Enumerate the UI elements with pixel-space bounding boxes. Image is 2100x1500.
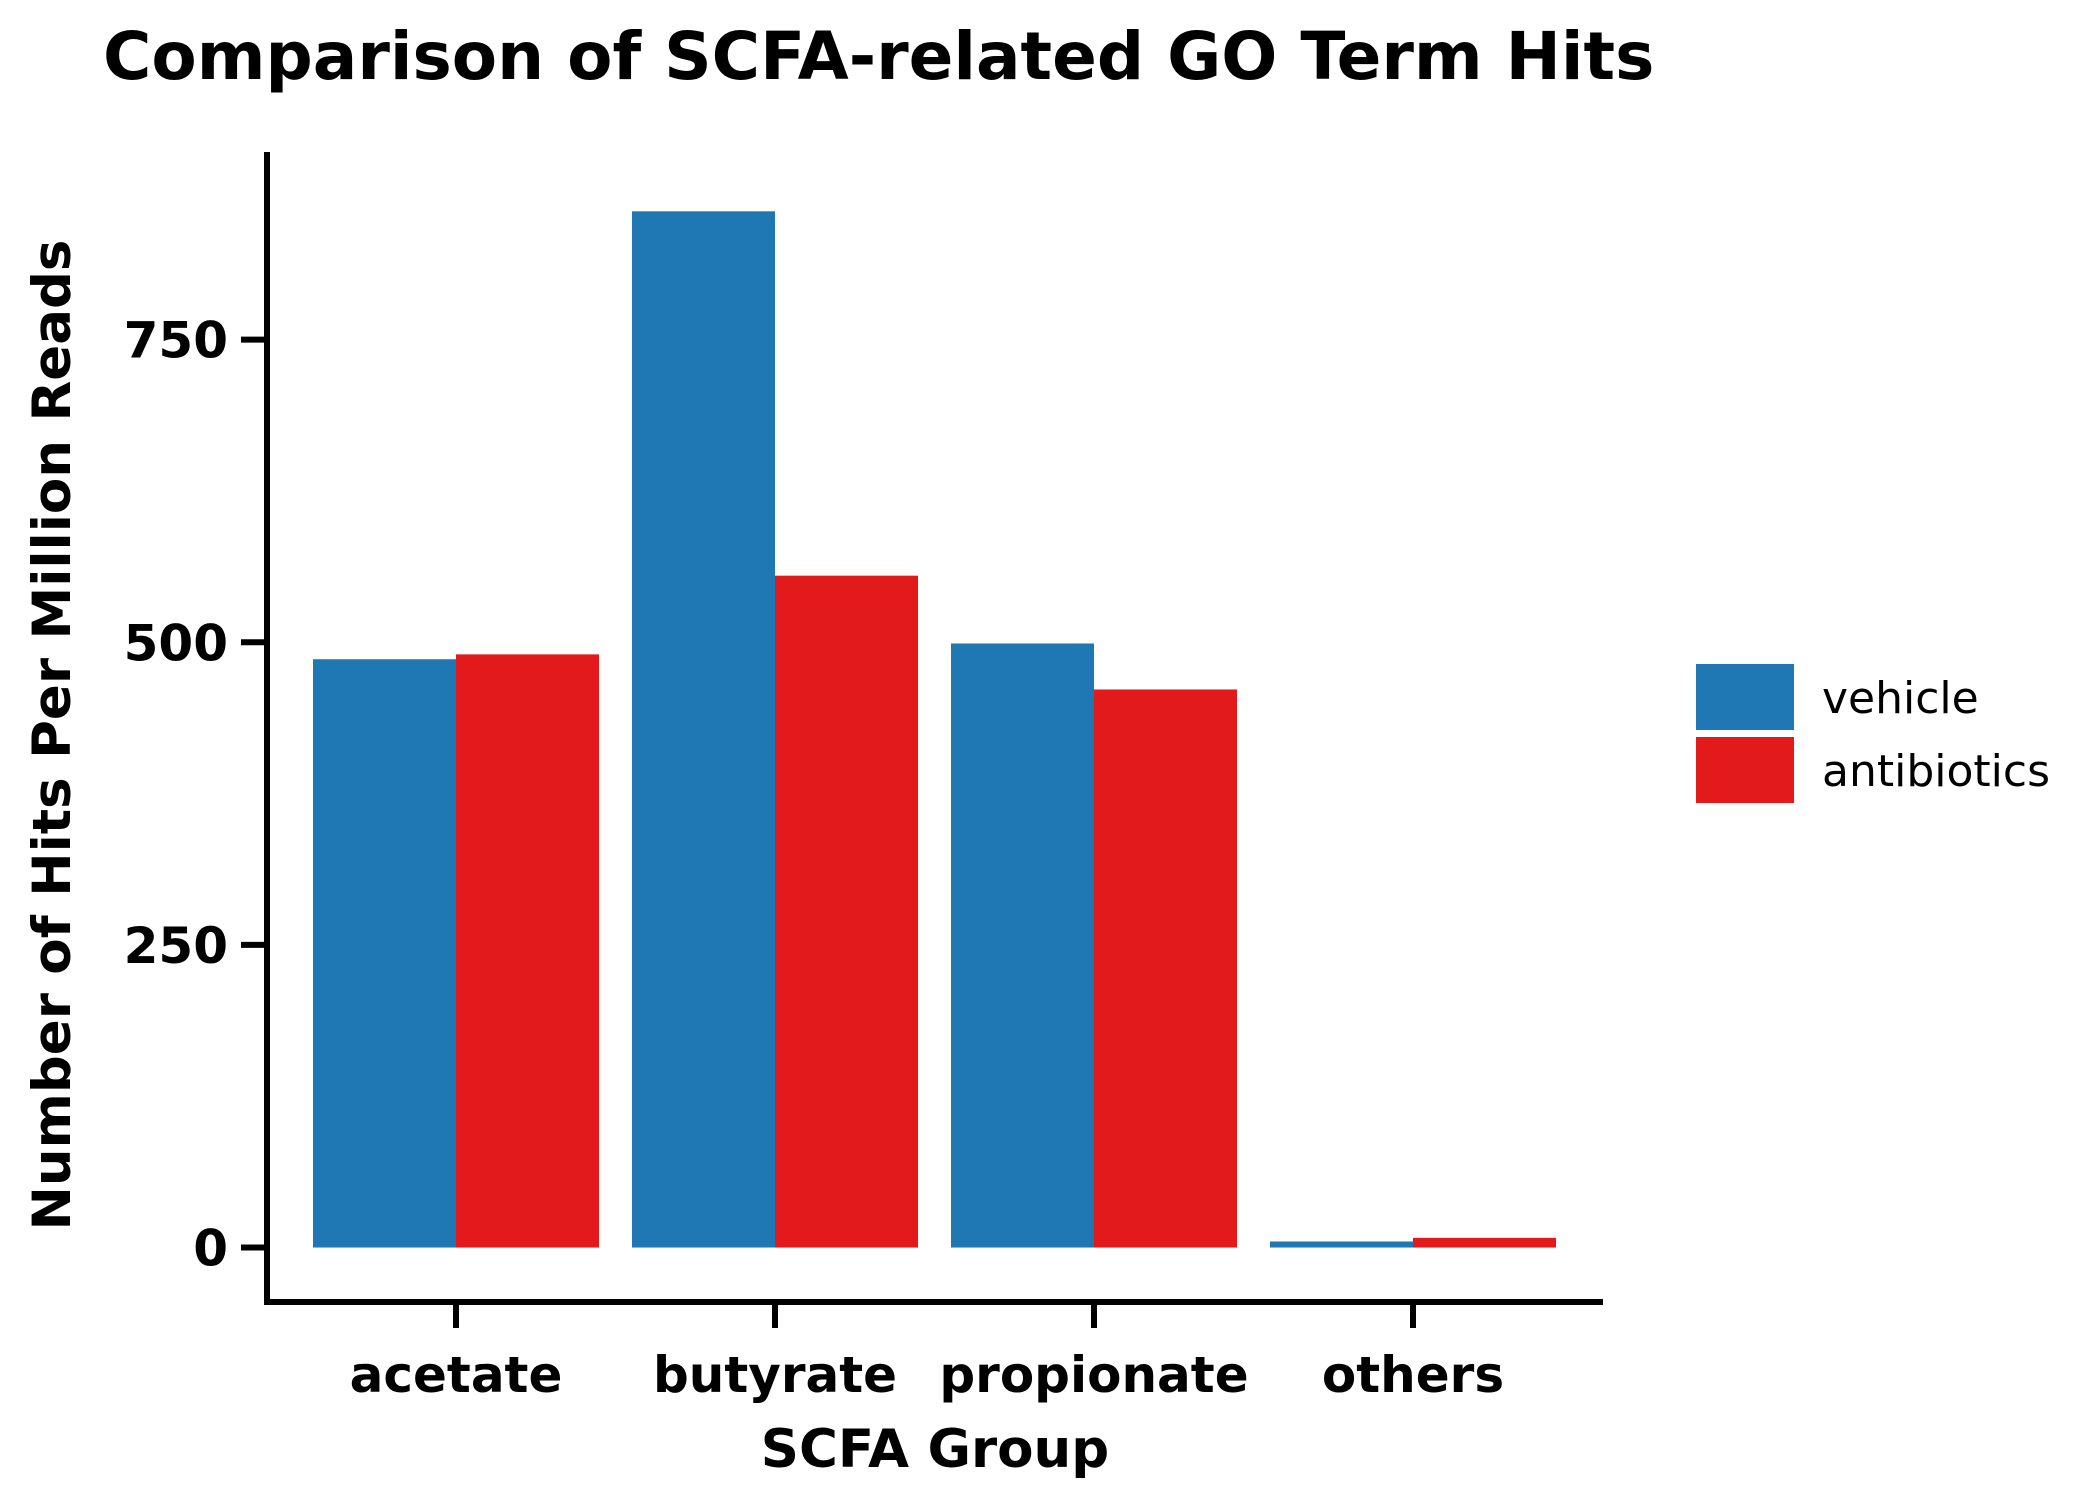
bar-antibiotics-butyrate	[775, 575, 918, 1248]
bar-antibiotics-others	[1413, 1237, 1556, 1248]
x-axis-title: SCFA Group	[761, 1419, 1109, 1480]
plot-area: 0 250 500 750 acetate butyrate propionate othe…	[124, 152, 1603, 1404]
bar-vehicle-acetate	[313, 659, 456, 1248]
y-axis-title: Number of Hits Per Million Reads	[22, 240, 83, 1231]
bar-vehicle-butyrate	[632, 211, 775, 1248]
bar-vehicle-others	[1270, 1241, 1413, 1248]
x-tick-label-others: others	[1322, 1346, 1504, 1404]
x-tick-label-propionate: propionate	[939, 1346, 1248, 1404]
x-ticks-group: acetate butyrate propionate others	[350, 1302, 1504, 1404]
chart-title: Comparison of SCFA-related GO Term Hits	[103, 18, 1654, 95]
y-tick-label-0: 0	[193, 1220, 228, 1278]
y-tick-label-250: 250	[124, 917, 228, 975]
legend-label-antibiotics: antibiotics	[1822, 746, 2050, 797]
y-tick-label-750: 750	[124, 312, 228, 370]
x-tick-label-acetate: acetate	[350, 1346, 563, 1404]
bar-antibiotics-propionate	[1094, 689, 1237, 1248]
legend-label-vehicle: vehicle	[1822, 673, 1979, 724]
bars-group	[313, 211, 1556, 1248]
bar-vehicle-propionate	[951, 643, 1094, 1248]
y-tick-label-500: 500	[124, 614, 228, 672]
y-ticks-group: 0 250 500 750	[124, 312, 267, 1278]
legend: vehicle antibiotics	[1696, 664, 2050, 803]
bar-antibiotics-acetate	[456, 654, 599, 1248]
legend-swatch-vehicle	[1696, 664, 1794, 730]
legend-swatch-antibiotics	[1696, 737, 1794, 803]
x-tick-label-butyrate: butyrate	[653, 1346, 897, 1404]
